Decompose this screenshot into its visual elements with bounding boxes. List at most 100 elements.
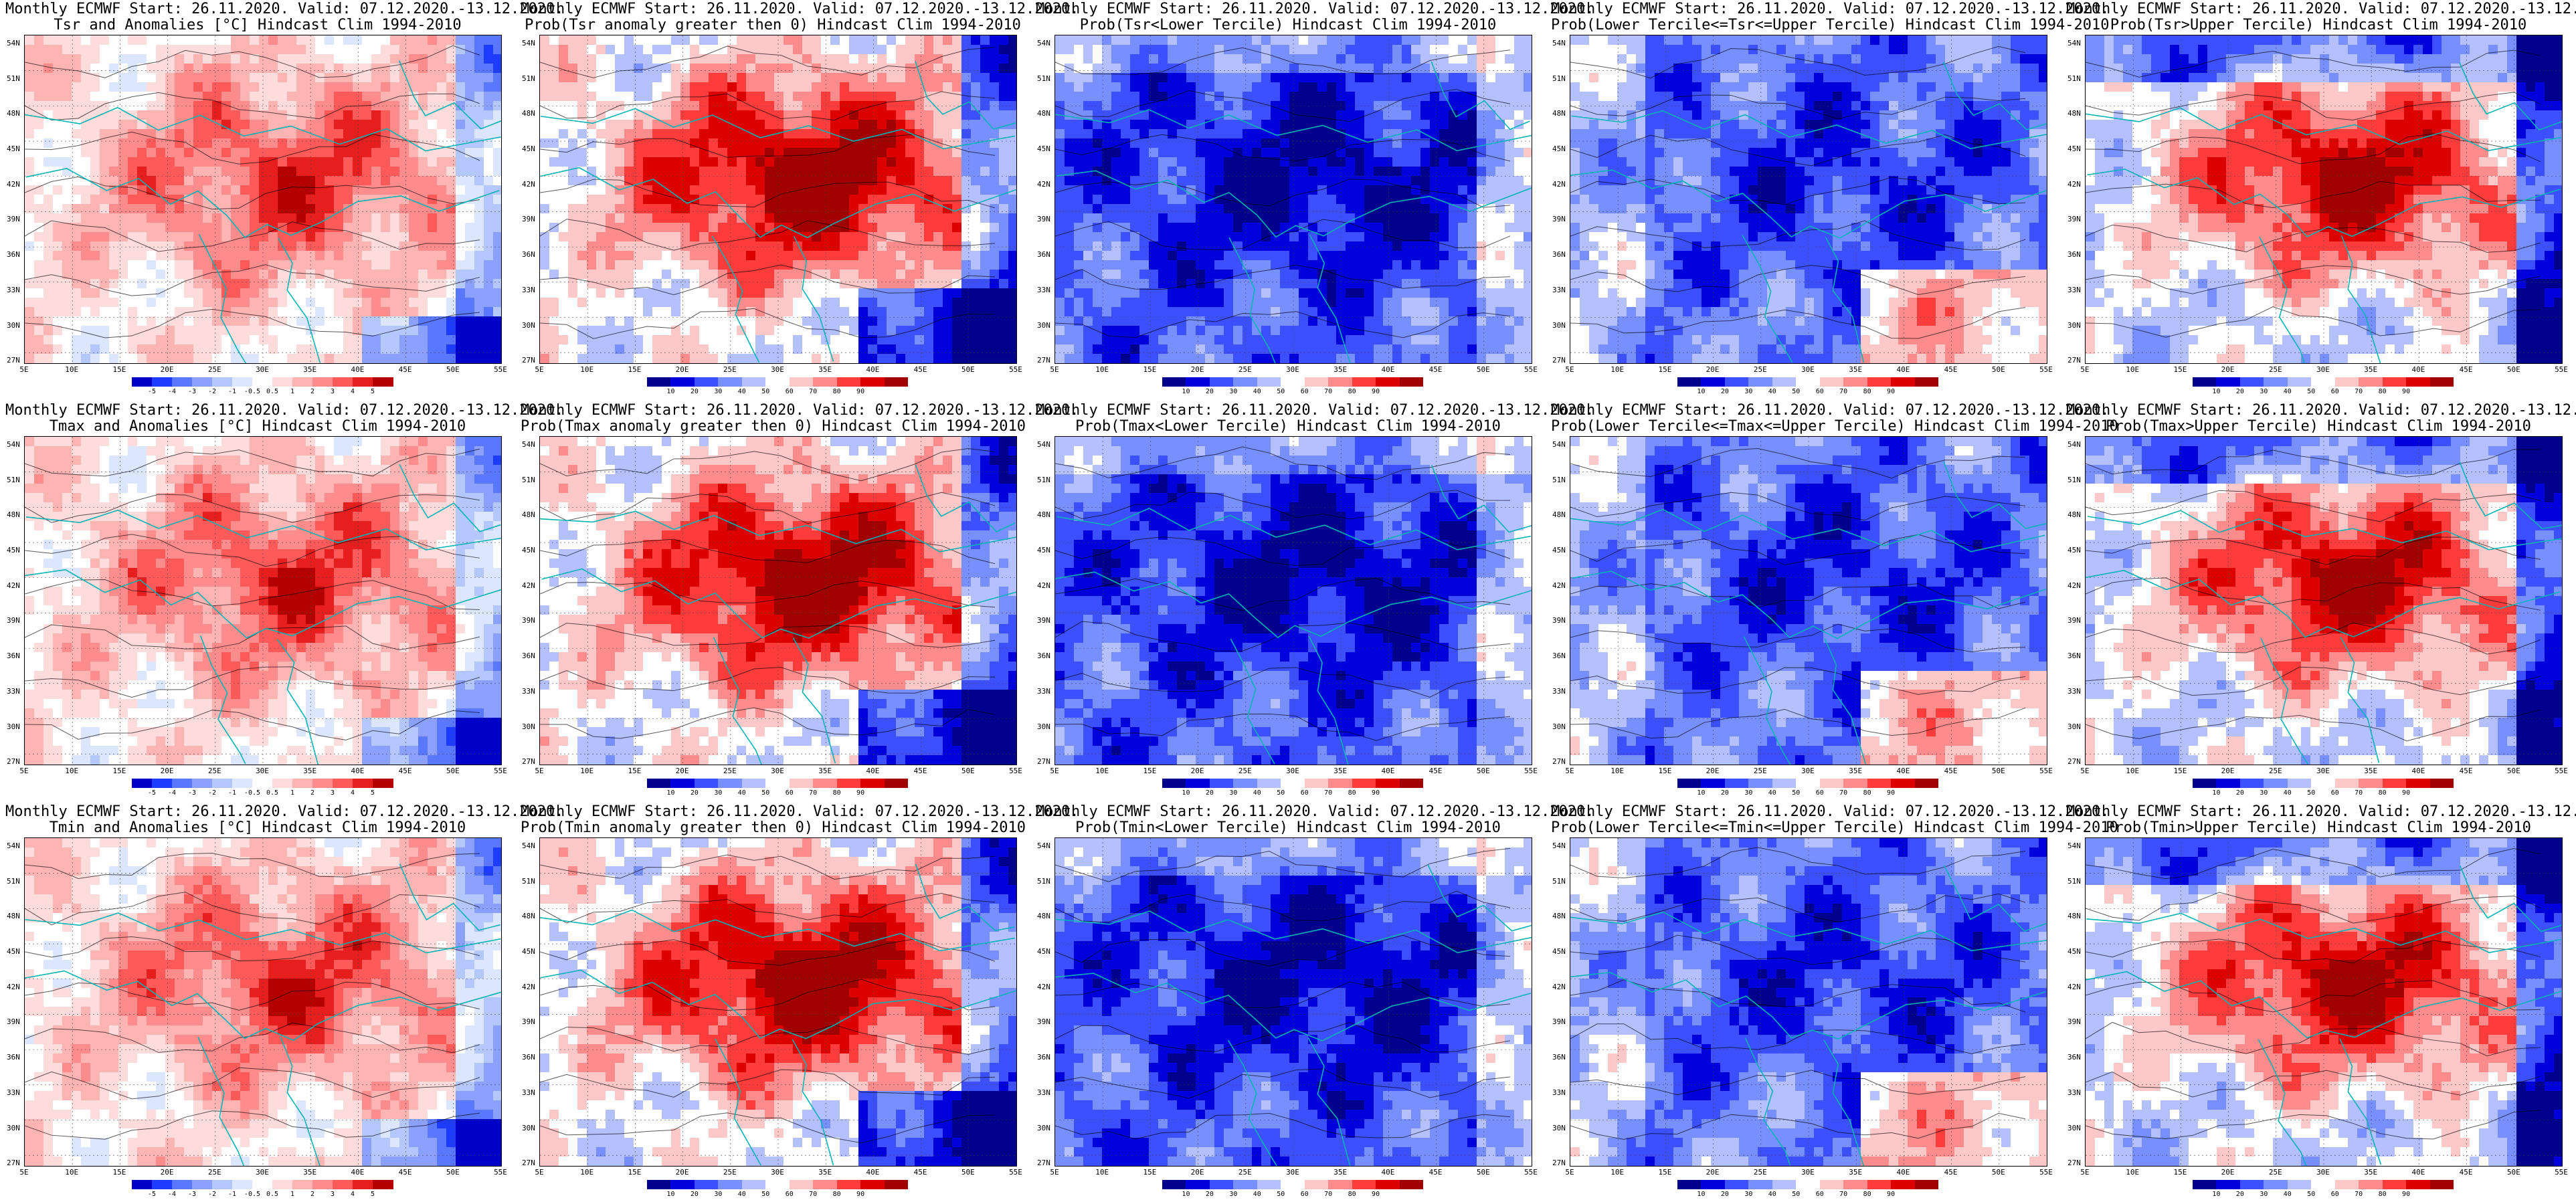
field-cell <box>43 354 54 363</box>
field-cell <box>793 213 803 223</box>
field-cell <box>259 288 269 298</box>
field-cell <box>840 316 850 326</box>
field-cell <box>727 138 737 148</box>
field-cell <box>662 148 672 158</box>
field-cell <box>428 54 438 64</box>
field-cell <box>193 344 203 355</box>
field-cell <box>1130 45 1140 55</box>
field-cell <box>484 167 494 177</box>
field-cell <box>484 344 494 355</box>
field-cell <box>746 167 756 177</box>
field-cell <box>858 326 868 336</box>
field-cell <box>980 270 990 280</box>
field-cell <box>456 335 466 345</box>
field-cell <box>634 316 644 326</box>
field-cell <box>1205 232 1215 242</box>
field-cell <box>680 298 691 308</box>
field-cell <box>933 260 943 270</box>
field-cell <box>118 298 128 308</box>
field-cell <box>1055 167 1065 177</box>
field-cell <box>549 73 559 83</box>
field-cell <box>231 241 241 252</box>
field-cell <box>1374 213 1384 223</box>
field-cell <box>1111 45 1121 55</box>
field-cell <box>652 110 662 120</box>
field-cell <box>774 316 784 326</box>
field-cell <box>1383 223 1393 233</box>
field-cell <box>409 148 419 158</box>
field-cell <box>493 64 501 74</box>
field-cell <box>559 148 569 158</box>
field-cell <box>203 232 213 242</box>
field-cell <box>1111 129 1121 139</box>
field-cell <box>437 54 447 64</box>
field-cell <box>212 185 222 195</box>
field-cell <box>643 167 653 177</box>
field-cell <box>971 54 981 64</box>
field-cell <box>240 279 250 289</box>
field-cell <box>915 176 925 186</box>
field-cell <box>353 260 363 270</box>
field-cell <box>812 138 822 148</box>
field-cell <box>1139 82 1149 92</box>
field-cell <box>774 213 784 223</box>
field-cell <box>100 54 110 64</box>
field-cell <box>774 129 784 139</box>
field-cell <box>212 45 222 55</box>
lon-tick-label: 30E <box>256 365 269 374</box>
field-cell <box>203 167 213 177</box>
field-cell <box>1439 138 1449 148</box>
field-cell <box>81 288 91 298</box>
field-cell <box>1121 64 1131 74</box>
field-cell <box>690 92 700 102</box>
lat-tick-label: 48N <box>7 109 20 118</box>
field-cell <box>81 64 91 74</box>
field-cell <box>737 279 747 289</box>
field-cell <box>568 307 578 317</box>
field-cell <box>456 344 466 355</box>
field-cell <box>821 213 831 223</box>
field-cell <box>840 344 850 355</box>
field-cell <box>1327 185 1337 195</box>
field-cell <box>699 241 709 252</box>
field-cell <box>540 260 550 270</box>
field-cell <box>671 101 681 111</box>
field-cell <box>118 316 128 326</box>
colorbar-swatch <box>292 377 313 387</box>
field-cell <box>325 64 335 74</box>
field-cell <box>1271 204 1281 214</box>
field-cell <box>315 157 325 167</box>
colorbar-tick-label: 70 <box>809 388 817 395</box>
field-cell <box>737 138 747 148</box>
field-cell <box>156 157 166 167</box>
field-cell <box>1327 204 1337 214</box>
field-cell <box>877 54 887 64</box>
field-cell <box>606 288 616 298</box>
field-cell <box>221 73 232 83</box>
field-cell <box>409 307 419 317</box>
field-cell <box>915 232 925 242</box>
field-cell <box>718 335 728 345</box>
field-cell <box>690 167 700 177</box>
field-cell <box>287 307 297 317</box>
field-cell <box>34 260 44 270</box>
field-cell <box>1355 129 1365 139</box>
field-cell <box>1458 129 1468 139</box>
field-cell <box>1355 157 1365 167</box>
field-cell <box>25 54 35 64</box>
field-cell <box>34 344 44 355</box>
field-cell <box>1280 120 1290 130</box>
field-cell <box>568 185 578 195</box>
field-cell <box>1411 241 1421 252</box>
field-cell <box>1383 148 1393 158</box>
field-cell <box>1383 54 1393 64</box>
field-cell <box>990 298 1000 308</box>
field-cell <box>1205 251 1215 261</box>
field-cell <box>643 213 653 223</box>
field-cell <box>334 344 344 355</box>
field-cell <box>690 270 700 280</box>
field-cell <box>221 354 232 363</box>
field-cell <box>184 167 194 177</box>
field-cell <box>1364 195 1374 205</box>
field-cell <box>493 335 501 345</box>
